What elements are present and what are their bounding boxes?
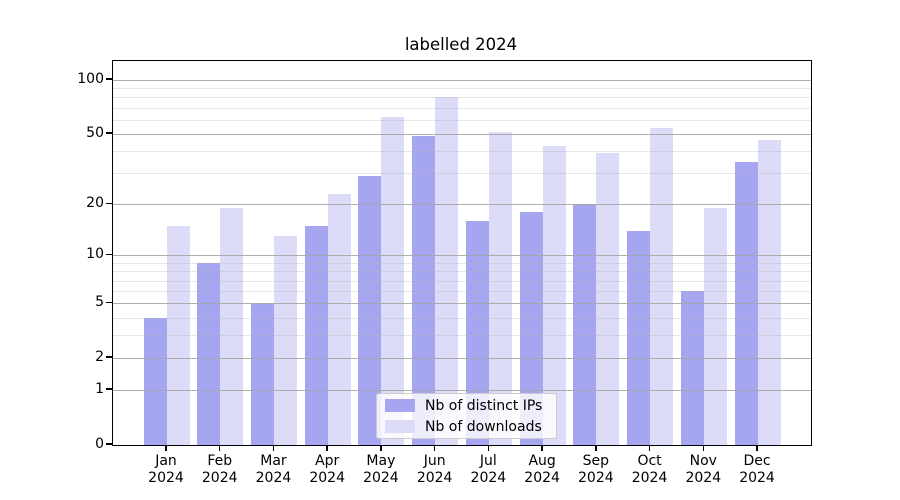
- bar-distinct-ips: [680, 291, 704, 445]
- bar-downloads: [327, 193, 351, 445]
- y-tick-mark: [106, 356, 112, 358]
- x-tick-label: Jul 2024: [470, 453, 507, 486]
- x-tick-mark: [756, 445, 758, 451]
- y-tick-mark: [106, 301, 112, 303]
- major-gridline: [113, 255, 811, 257]
- bar-distinct-ips: [734, 161, 758, 445]
- x-tick-mark: [219, 445, 221, 451]
- y-tick-label: 2: [95, 349, 104, 366]
- minor-gridline: [113, 335, 811, 337]
- y-tick-mark: [106, 202, 112, 204]
- bar-distinct-ips: [627, 230, 651, 445]
- y-tick-label: 10: [86, 246, 104, 263]
- chart-title: labelled 2024: [404, 35, 518, 54]
- x-tick-mark: [487, 445, 490, 451]
- x-tick-label: Aug 2024: [524, 453, 560, 486]
- minor-gridline: [113, 271, 811, 273]
- minor-gridline: [113, 151, 811, 153]
- x-tick-label: Dec 2024: [739, 453, 775, 486]
- minor-gridline: [113, 97, 811, 99]
- bar-distinct-ips: [197, 262, 221, 445]
- bar-distinct-ips: [573, 204, 597, 445]
- y-tick-mark: [106, 78, 112, 80]
- minor-gridline: [113, 88, 811, 90]
- x-tick-mark: [541, 445, 543, 451]
- legend-swatch-downloads: [385, 419, 415, 434]
- bar-downloads: [220, 208, 244, 445]
- bar-downloads: [381, 117, 405, 445]
- legend-label-downloads: Nb of downloads: [425, 418, 542, 435]
- plot-area: [112, 60, 812, 446]
- x-tick-label: Apr 2024: [309, 453, 345, 486]
- y-tick-label: 1: [95, 381, 104, 398]
- y-tick-label: 100: [77, 70, 104, 87]
- x-tick-mark: [326, 445, 328, 451]
- bar-downloads: [273, 236, 297, 445]
- y-tick-label: 50: [86, 125, 104, 142]
- x-tick-label: Nov 2024: [685, 453, 722, 486]
- x-tick-label: Mar 2024: [255, 453, 292, 486]
- x-tick-label: Sep 2024: [578, 453, 614, 486]
- x-tick-mark: [165, 445, 167, 451]
- x-tick-mark: [433, 445, 436, 451]
- x-tick-mark: [272, 445, 275, 451]
- major-gridline: [113, 303, 811, 305]
- minor-gridline: [113, 173, 811, 175]
- minor-gridline: [113, 262, 811, 264]
- x-tick-mark: [648, 445, 651, 451]
- major-gridline: [113, 204, 811, 206]
- minor-gridline: [113, 119, 811, 121]
- bar-distinct-ips: [304, 225, 328, 445]
- x-tick-label: Jan 2024: [148, 453, 184, 486]
- bar-downloads: [596, 153, 620, 445]
- bar-downloads: [542, 145, 566, 445]
- y-tick-mark: [106, 443, 112, 445]
- y-tick-mark: [106, 253, 112, 256]
- bar-distinct-ips: [143, 317, 167, 445]
- major-gridline: [113, 358, 811, 360]
- bar-distinct-ips: [250, 303, 274, 445]
- y-tick-label: 0: [95, 436, 104, 452]
- minor-gridline: [113, 317, 811, 319]
- legend-item-distinct-ips: Nb of distinct IPs: [385, 399, 550, 413]
- x-tick-mark: [380, 445, 382, 451]
- y-tick-label: 5: [95, 294, 104, 311]
- legend: Nb of distinct IPs Nb of downloads: [376, 393, 557, 439]
- legend-swatch-distinct-ips: [385, 398, 415, 413]
- x-tick-mark: [595, 445, 597, 451]
- x-tick-label: May 2024: [363, 453, 399, 486]
- x-tick-label: Oct 2024: [631, 453, 668, 486]
- x-tick-label: Feb 2024: [201, 453, 238, 486]
- minor-gridline: [113, 291, 811, 293]
- bar-downloads: [166, 225, 190, 445]
- bar-downloads: [650, 128, 674, 445]
- y-tick-mark: [106, 132, 112, 134]
- bar-downloads: [757, 140, 781, 445]
- bar-distinct-ips: [465, 220, 489, 445]
- bar-distinct-ips: [358, 175, 382, 445]
- x-tick-label: Jun 2024: [416, 453, 453, 486]
- bar-downloads: [703, 208, 727, 445]
- bar-downloads: [488, 132, 512, 445]
- bar-distinct-ips: [412, 135, 436, 445]
- major-gridline: [113, 134, 811, 136]
- bar-distinct-ips: [519, 212, 543, 445]
- x-tick-mark: [702, 445, 704, 451]
- minor-gridline: [113, 107, 811, 109]
- bar-downloads: [435, 97, 459, 445]
- minor-gridline: [113, 280, 811, 282]
- major-gridline: [113, 79, 811, 81]
- major-gridline: [113, 390, 811, 392]
- legend-label-distinct-ips: Nb of distinct IPs: [425, 397, 543, 414]
- y-tick-label: 20: [86, 195, 104, 212]
- legend-item-downloads: Nb of downloads: [385, 420, 550, 434]
- y-tick-mark: [106, 388, 112, 390]
